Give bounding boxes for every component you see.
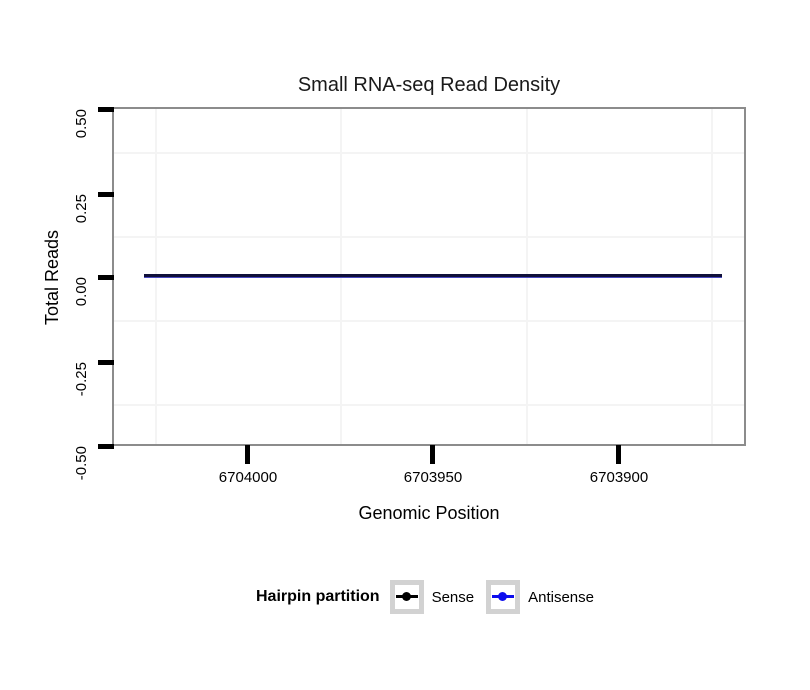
y-axis-title: Total Reads — [42, 229, 62, 325]
minor-gridline-horizontal — [114, 236, 744, 238]
legend-key-antisense — [486, 580, 521, 614]
y-tick-label: 0.25 — [73, 194, 90, 224]
y-tick-mark — [98, 192, 114, 197]
legend: Hairpin partition Sense Antisense — [256, 580, 606, 614]
antisense-point-icon — [498, 592, 508, 601]
y-tick-mark — [98, 444, 114, 449]
x-tick-label: 6704000 — [218, 469, 278, 486]
x-axis-title: Genomic Position — [358, 503, 500, 523]
y-tick-label: -0.25 — [73, 362, 90, 397]
y-tick-label: 0.50 — [73, 109, 90, 139]
y-tick-mark — [98, 107, 114, 112]
y-tick-label: -0.50 — [73, 446, 90, 481]
sense-point-icon — [401, 592, 411, 601]
x-tick-mark — [245, 445, 250, 464]
chart-title: Small RNA-seq Read Density — [297, 74, 561, 96]
minor-gridline-horizontal — [114, 404, 744, 406]
x-tick-mark — [430, 445, 435, 464]
legend-key-sense — [389, 580, 424, 614]
x-tick-mark — [616, 445, 621, 464]
legend-label-sense: Sense — [431, 588, 475, 606]
y-tick-mark — [98, 360, 114, 365]
minor-gridline-horizontal — [114, 320, 744, 322]
legend-title: Hairpin partition — [256, 588, 380, 605]
y-tick-mark — [98, 275, 114, 280]
x-tick-label: 6703900 — [589, 469, 649, 486]
plot-panel — [112, 107, 746, 446]
legend-label-antisense: Antisense — [528, 588, 594, 606]
x-tick-label: 6703950 — [403, 469, 463, 486]
minor-gridline-horizontal — [114, 152, 744, 154]
y-tick-label: 0.00 — [73, 277, 90, 307]
read-density-line — [144, 274, 722, 278]
